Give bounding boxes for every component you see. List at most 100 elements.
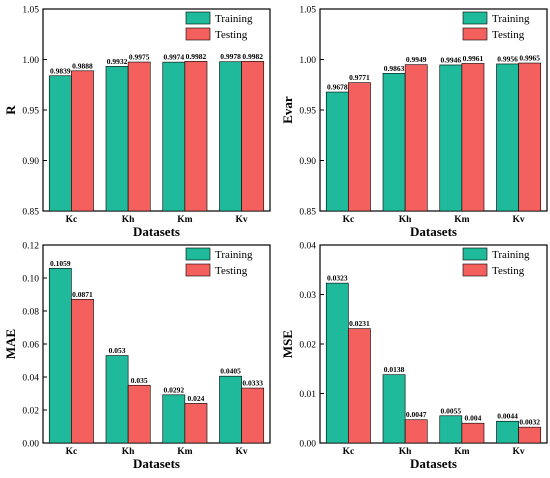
legend-swatch-training — [185, 247, 211, 261]
legend: Training Testing — [185, 247, 253, 277]
data-label: 0.0032 — [519, 418, 540, 427]
x-tick-label: Km — [454, 215, 469, 225]
data-label: 0.9965 — [519, 54, 540, 63]
bar-training-kh — [105, 355, 129, 444]
bar-testing-kv — [241, 387, 265, 444]
bar-training-kv — [219, 61, 242, 212]
x-tick-label: Kc — [343, 215, 355, 225]
bar-training-kh — [382, 73, 406, 212]
legend-label: Training — [215, 249, 253, 261]
y-tick-label: 1.05 — [22, 6, 39, 16]
data-label: 0.0292 — [163, 385, 184, 394]
y-tick-label: 0.85 — [22, 208, 39, 218]
x-tick-label: Km — [177, 447, 192, 457]
x-axis-label: Datasets — [133, 224, 180, 239]
bar-testing-kh — [404, 64, 428, 212]
bar-training-kc — [325, 91, 349, 212]
data-label: 0.0047 — [406, 410, 427, 419]
chart-panel-r: 0.850.900.951.001.05RDatasetsKc0.98390.9… — [3, 6, 271, 239]
y-axis-label: Evar — [280, 96, 295, 124]
bar-training-kc — [325, 282, 349, 444]
bar-testing-kv — [518, 62, 542, 212]
data-label: 0.9863 — [384, 64, 405, 73]
y-tick-label: 0.01 — [299, 390, 316, 400]
y-tick-label: 0.10 — [22, 275, 39, 285]
data-label: 0.053 — [109, 346, 126, 355]
legend-label: Training — [492, 13, 530, 25]
y-tick-label: 0.02 — [299, 341, 316, 351]
y-axis-label: MSE — [280, 330, 295, 358]
y-tick-label: 0.95 — [299, 107, 316, 117]
data-label: 0.035 — [131, 376, 148, 385]
chart-panel-evar: 0.85 0.90 0.95 1.00 1.05 Evar Datasets Kc 0.9678… — [280, 6, 548, 239]
bar-training-kv — [219, 375, 242, 444]
bar-training-km — [439, 415, 463, 444]
data-label: 0.1059 — [50, 259, 71, 268]
bar-training-kv — [496, 63, 519, 212]
x-tick-label: Km — [454, 447, 469, 457]
x-tick-label: Kc — [66, 215, 78, 225]
legend-label: Training — [492, 249, 530, 261]
y-tick-label: 0.90 — [299, 157, 316, 167]
bar-testing-km — [461, 63, 485, 212]
bar-testing-kh — [404, 419, 428, 444]
chart-panel-mae: 0.000.020.040.060.080.100.12MAEDatasetsK… — [3, 242, 271, 471]
legend: Training Testing — [462, 247, 530, 277]
legend-swatch-testing — [185, 263, 211, 277]
data-label: 0.9982 — [186, 52, 207, 61]
data-label: 0.9946 — [440, 55, 461, 64]
y-tick-label: 0.03 — [299, 291, 316, 301]
y-tick-label: 0.00 — [22, 440, 39, 450]
data-label: 0.004 — [465, 414, 482, 423]
bar-training-kc — [48, 75, 72, 212]
x-tick-label: Kc — [343, 447, 355, 457]
y-tick-label: 0.02 — [22, 407, 39, 417]
y-tick-label: 0.08 — [22, 308, 39, 318]
x-tick-label: Kv — [513, 447, 525, 457]
y-tick-label: 1.05 — [299, 6, 316, 16]
bar-testing-kc — [348, 328, 371, 444]
data-label: 0.9771 — [349, 73, 370, 82]
data-label: 0.0333 — [242, 379, 263, 388]
y-tick-label: 0.00 — [299, 440, 316, 450]
legend: Training Testing — [462, 11, 530, 41]
y-axis-label: MAE — [3, 329, 18, 359]
data-label: 0.0405 — [220, 367, 241, 376]
y-tick-label: 0.90 — [22, 157, 39, 167]
bar-testing-kc — [71, 298, 94, 444]
legend-swatch-training — [462, 247, 488, 261]
data-label: 0.9678 — [327, 83, 348, 92]
x-tick-label: Kh — [399, 215, 412, 225]
legend-label: Testing — [492, 29, 525, 41]
y-axis-label: R — [3, 105, 18, 115]
x-tick-label: Kc — [66, 447, 78, 457]
bar-testing-km — [184, 403, 208, 444]
y-tick-label: 1.00 — [22, 56, 39, 66]
x-tick-label: Kh — [122, 447, 135, 457]
legend-swatch-training — [185, 11, 211, 25]
data-label: 0.9974 — [163, 53, 184, 62]
bar-testing-kc — [348, 82, 371, 212]
x-tick-label: Kh — [399, 447, 412, 457]
legend-swatch-training — [462, 11, 488, 25]
chart-panel-mse: 0.00 0.01 0.02 0.03 0.04 MSE Datasets Kc 0.0323 0… — [280, 242, 548, 471]
legend: Training Testing — [185, 11, 253, 41]
y-tick-label: 0.04 — [299, 242, 316, 252]
data-label: 0.0323 — [327, 274, 348, 283]
data-label: 0.9888 — [72, 61, 93, 70]
y-tick-label: 0.04 — [22, 374, 39, 384]
bar-training-km — [162, 61, 186, 212]
bar-training-kc — [48, 267, 72, 444]
bar-training-km — [439, 64, 463, 212]
data-label: 0.9956 — [497, 54, 518, 63]
bar-testing-kc — [71, 70, 94, 212]
x-tick-label: Km — [177, 215, 192, 225]
x-tick-label: Kh — [122, 215, 135, 225]
bar-testing-kv — [241, 61, 265, 212]
bar-training-kv — [496, 420, 519, 444]
legend-label: Testing — [215, 29, 248, 41]
bar-training-km — [162, 394, 186, 444]
data-label: 0.0871 — [72, 290, 93, 299]
bar-testing-kv — [518, 426, 542, 444]
data-label: 0.9839 — [50, 66, 71, 75]
